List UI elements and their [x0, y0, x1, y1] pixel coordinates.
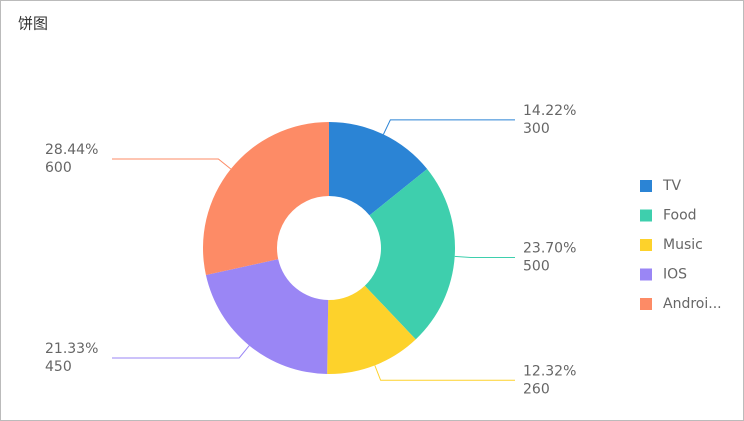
- legend-swatch[interactable]: [640, 180, 652, 192]
- percent-label: 21.33%: [45, 341, 98, 357]
- label-line: [374, 365, 515, 381]
- value-label: 500: [523, 259, 550, 275]
- label-line: [112, 158, 232, 170]
- label-line: [454, 255, 515, 259]
- label-line: [382, 119, 515, 135]
- value-label: 450: [45, 359, 72, 375]
- value-label: 260: [523, 381, 550, 397]
- percent-label: 23.70%: [523, 241, 576, 257]
- percent-label: 12.32%: [523, 363, 576, 379]
- slice: [364, 169, 456, 340]
- slice: [205, 259, 329, 374]
- legend-label[interactable]: IOS: [663, 267, 687, 283]
- legend-swatch[interactable]: [640, 209, 652, 222]
- slice: [203, 122, 329, 275]
- slice: [329, 122, 428, 216]
- legend-label[interactable]: Food: [663, 208, 697, 224]
- value-label: 300: [523, 121, 550, 137]
- legend-label[interactable]: TV: [662, 178, 682, 194]
- legend-label[interactable]: Androi...: [663, 296, 722, 312]
- legend-label[interactable]: Music: [663, 237, 703, 253]
- chart-title: 饼图: [18, 15, 48, 33]
- legend-swatch[interactable]: [640, 268, 652, 281]
- label-line: [112, 345, 250, 359]
- legend-swatch[interactable]: [640, 298, 652, 310]
- value-label: 600: [45, 160, 72, 176]
- slice: [327, 285, 416, 374]
- percent-label: 28.44%: [45, 142, 98, 158]
- percent-label: 14.22%: [523, 103, 576, 119]
- legend-swatch[interactable]: [640, 239, 652, 251]
